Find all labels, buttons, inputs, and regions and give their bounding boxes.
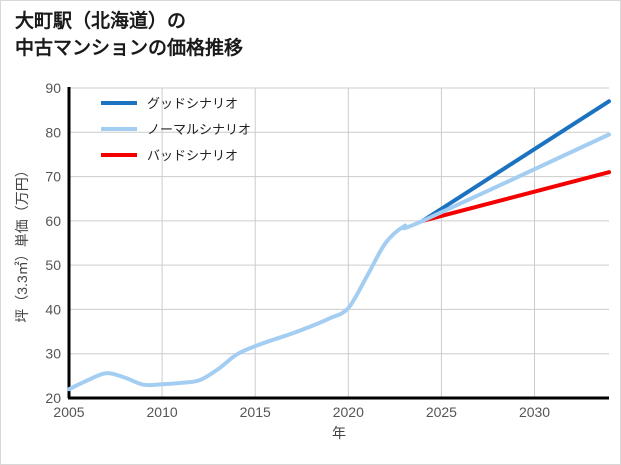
legend-label: グッドシナリオ bbox=[147, 96, 238, 111]
legend-item[interactable]: ノーマルシナリオ bbox=[101, 122, 251, 137]
axis-lines bbox=[67, 87, 609, 400]
y-tick-label: 50 bbox=[45, 257, 61, 273]
y-axis-tick-labels: 20 30 40 50 60 70 80 90 bbox=[45, 80, 61, 406]
series-lines bbox=[67, 99, 611, 392]
y-axis-title: 坪（3.3㎡）単価（万円） bbox=[14, 163, 30, 322]
legend-label: バッドシナリオ bbox=[147, 148, 238, 163]
x-tick-label: 2030 bbox=[519, 404, 550, 420]
x-tick-label: 2020 bbox=[333, 404, 364, 420]
x-axis-title: 年 bbox=[332, 425, 346, 441]
y-tick-label: 70 bbox=[45, 169, 61, 185]
y-tick-label: 40 bbox=[45, 301, 61, 317]
legend-item[interactable]: バッドシナリオ bbox=[101, 148, 238, 163]
x-tick-label: 2005 bbox=[53, 404, 84, 420]
x-axis-tick-labels: 2005 2010 2015 2020 2025 2030 bbox=[53, 404, 550, 420]
y-tick-label: 20 bbox=[45, 390, 61, 406]
y-tick-label: 30 bbox=[45, 346, 61, 362]
grid-lines bbox=[69, 87, 609, 398]
y-tick-label: 80 bbox=[45, 124, 61, 140]
x-tick-label: 2010 bbox=[147, 404, 178, 420]
legend-item[interactable]: グッドシナリオ bbox=[101, 96, 238, 111]
series-line bbox=[420, 170, 611, 223]
x-tick-label: 2025 bbox=[426, 404, 457, 420]
legend-label: ノーマルシナリオ bbox=[147, 122, 251, 137]
y-tick-label: 90 bbox=[45, 80, 61, 96]
series-line bbox=[420, 99, 611, 223]
page-title: 大町駅（北海道）の 中古マンションの価格推移 bbox=[15, 11, 244, 59]
y-tick-label: 60 bbox=[45, 213, 61, 229]
x-tick-label: 2015 bbox=[240, 404, 271, 420]
series-line bbox=[67, 132, 611, 392]
